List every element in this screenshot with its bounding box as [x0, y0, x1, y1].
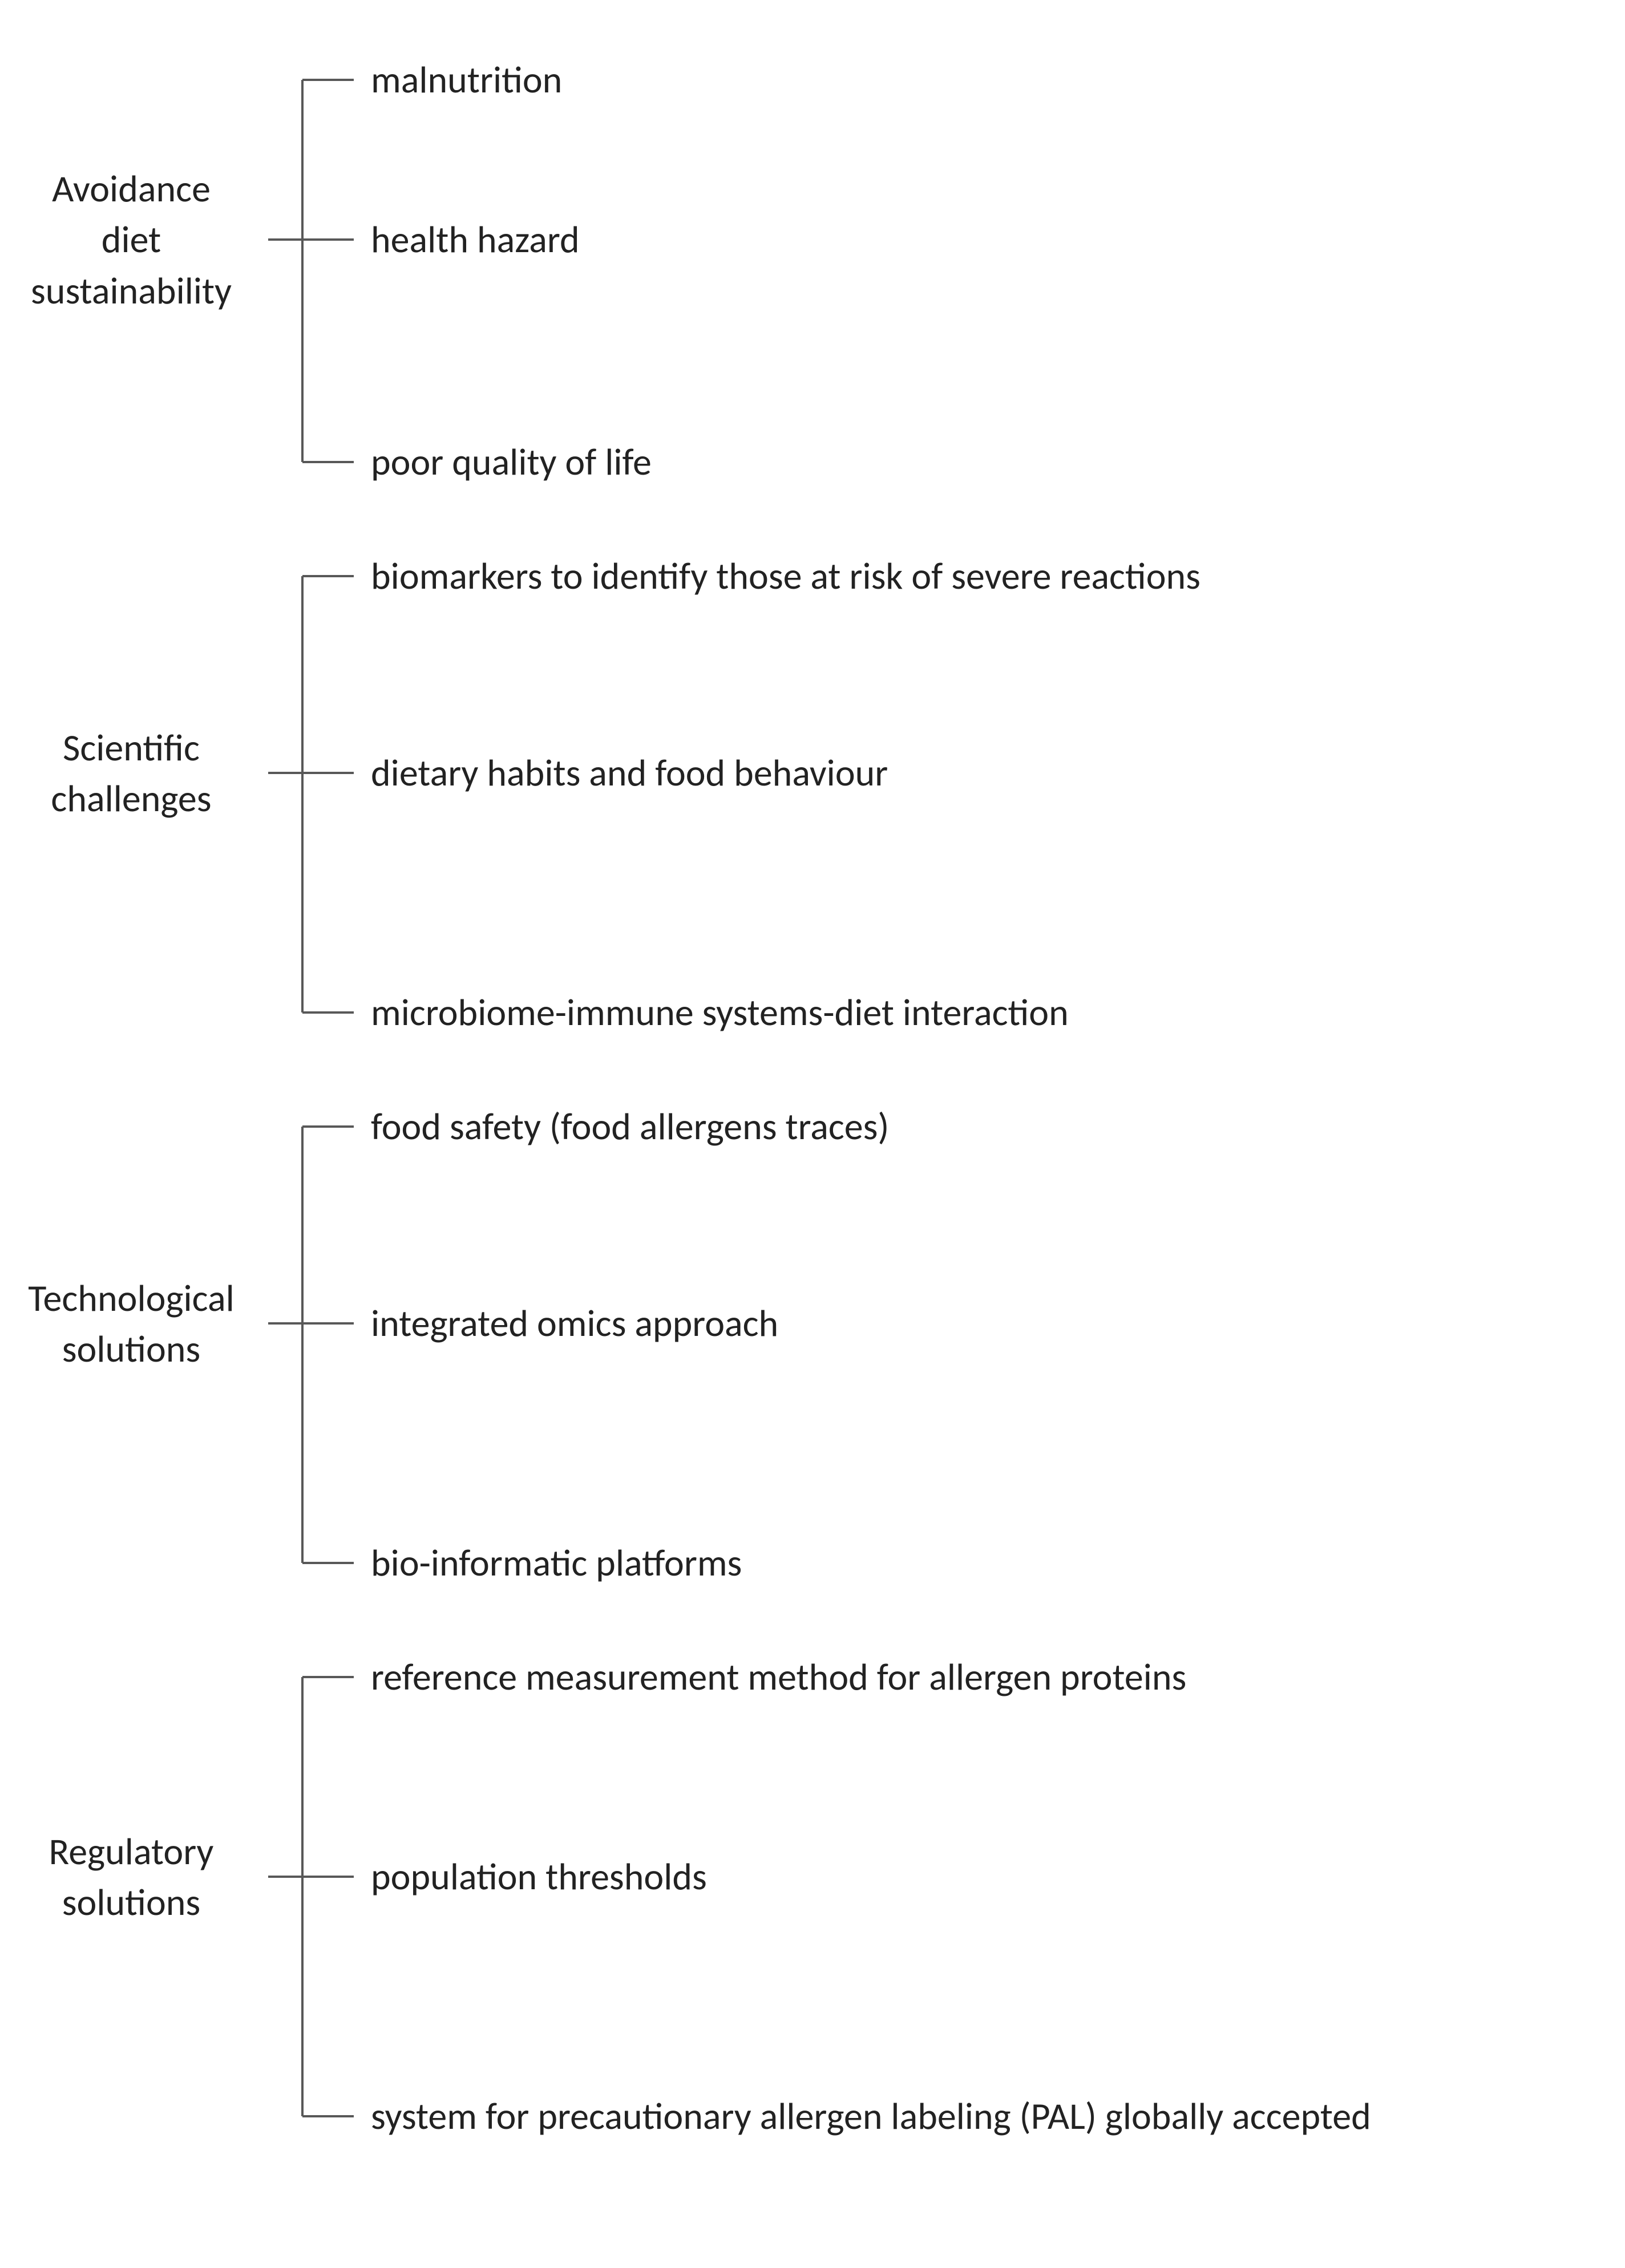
category-technological-line: Technological — [0, 1273, 262, 1323]
item-dietary-habits: dietary habits and food behaviour — [371, 750, 888, 796]
item-food-safety: food safety (food allergens traces) — [371, 1103, 889, 1149]
category-scientific: Scientificchallenges — [0, 722, 262, 824]
category-technological-line: solutions — [0, 1323, 262, 1374]
item-bioinformatics: bio-informatic platforms — [371, 1540, 742, 1586]
item-omics: integrated omics approach — [371, 1300, 778, 1346]
item-poor-qol: poor quality of life — [371, 439, 652, 485]
item-health-hazard: health hazard — [371, 216, 580, 262]
category-regulatory: Regulatorysolutions — [0, 1826, 262, 1927]
category-avoidance-line: Avoidance — [0, 163, 262, 214]
category-avoidance-line: diet — [0, 214, 262, 265]
item-biomarkers: biomarkers to identify those at risk of … — [371, 553, 1200, 599]
item-reference-method: reference measurement method for allerge… — [371, 1654, 1186, 1700]
item-pop-thresholds: population thresholds — [371, 1853, 707, 1900]
category-technological: Technologicalsolutions — [0, 1273, 262, 1374]
category-regulatory-line: Regulatory — [0, 1826, 262, 1877]
category-avoidance: Avoidancedietsustainability — [0, 163, 262, 315]
item-malnutrition: malnutrition — [371, 56, 562, 103]
item-microbiome: microbiome-immune systems-diet interacti… — [371, 989, 1069, 1035]
category-avoidance-line: sustainability — [0, 265, 262, 316]
item-pal-system: system for precautionary allergen labeli… — [371, 2093, 1371, 2139]
category-scientific-line: challenges — [0, 773, 262, 824]
category-regulatory-line: solutions — [0, 1877, 262, 1927]
category-scientific-line: Scientific — [0, 722, 262, 773]
diagram-canvas: Avoidancedietsustainability malnutrition h… — [0, 0, 1625, 2268]
